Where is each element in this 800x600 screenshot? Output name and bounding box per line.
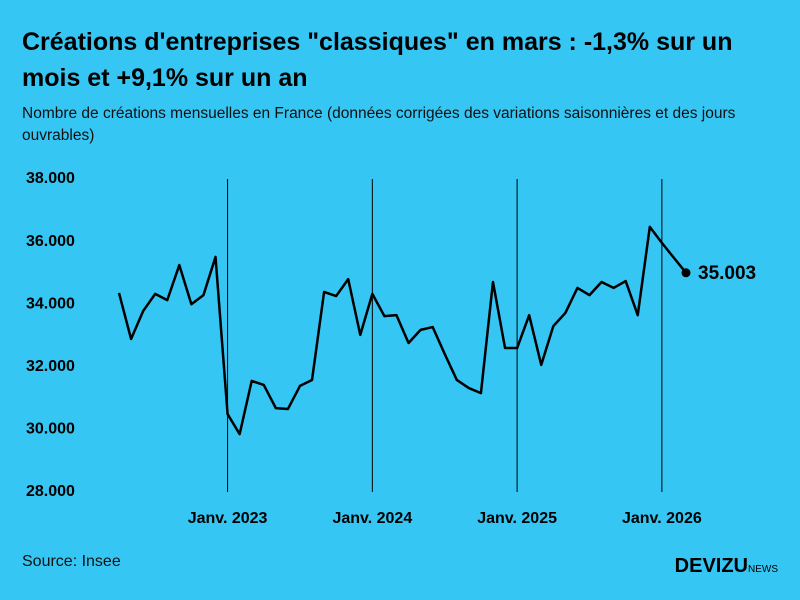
brand-name: DEVIZU: [674, 555, 748, 577]
chart-title: Créations d'entreprises "classiques" en …: [22, 28, 733, 92]
brand-suffix: NEWS: [748, 564, 778, 575]
chart-subtitle: Nombre de créations mensuelles en France…: [22, 105, 736, 144]
value-label: 35.003: [698, 263, 756, 284]
x-tick-label: Janv. 2025: [477, 510, 557, 527]
y-tick-label: 30.000: [26, 421, 75, 438]
y-tick-label: 34.000: [26, 295, 75, 312]
y-tick-label: 38.000: [26, 170, 75, 187]
y-tick-label: 32.000: [26, 358, 75, 375]
data-line: [117, 225, 687, 436]
y-tick-label: 36.000: [26, 233, 75, 250]
x-tick-label: Janv. 2024: [332, 510, 412, 527]
brand: DEVIZUNEWS: [675, 555, 778, 578]
x-tick-label: Janv. 2023: [188, 510, 268, 527]
end-point: [681, 268, 691, 278]
y-tick-label: 28.000: [26, 483, 75, 500]
source: Source: Insee: [22, 553, 121, 570]
x-tick-label: Janv. 2026: [622, 510, 702, 527]
